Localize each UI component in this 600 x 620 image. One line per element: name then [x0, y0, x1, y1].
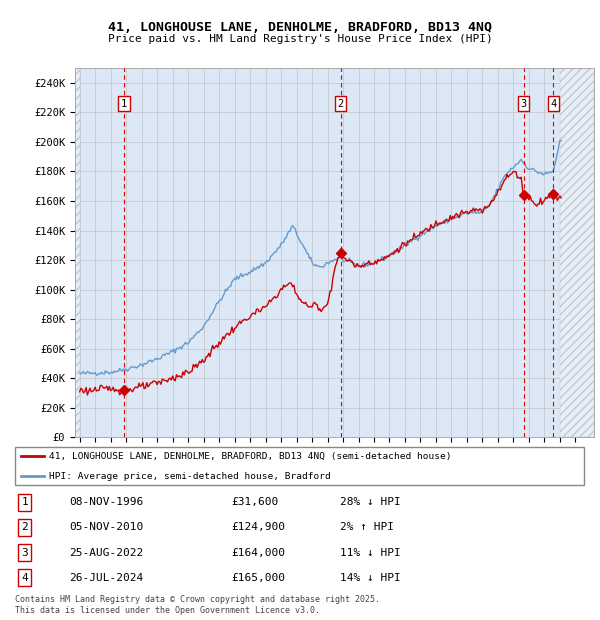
Text: 3: 3 — [520, 99, 527, 108]
Text: 2: 2 — [337, 99, 344, 108]
Text: £124,900: £124,900 — [231, 523, 285, 533]
Text: Contains HM Land Registry data © Crown copyright and database right 2025.
This d: Contains HM Land Registry data © Crown c… — [15, 595, 380, 614]
Text: £165,000: £165,000 — [231, 573, 285, 583]
Text: 14% ↓ HPI: 14% ↓ HPI — [340, 573, 401, 583]
Text: Price paid vs. HM Land Registry's House Price Index (HPI): Price paid vs. HM Land Registry's House … — [107, 34, 493, 44]
Text: 2% ↑ HPI: 2% ↑ HPI — [340, 523, 394, 533]
Text: 28% ↓ HPI: 28% ↓ HPI — [340, 497, 401, 507]
Text: 3: 3 — [21, 547, 28, 557]
Text: 25-AUG-2022: 25-AUG-2022 — [70, 547, 144, 557]
Bar — [560, 68, 594, 437]
Text: 05-NOV-2010: 05-NOV-2010 — [70, 523, 144, 533]
FancyBboxPatch shape — [15, 446, 584, 485]
Text: 41, LONGHOUSE LANE, DENHOLME, BRADFORD, BD13 4NQ: 41, LONGHOUSE LANE, DENHOLME, BRADFORD, … — [108, 22, 492, 34]
Text: 4: 4 — [550, 99, 556, 108]
Text: £31,600: £31,600 — [231, 497, 278, 507]
Text: 2: 2 — [21, 523, 28, 533]
Text: 4: 4 — [21, 573, 28, 583]
Bar — [75, 68, 80, 437]
Text: 11% ↓ HPI: 11% ↓ HPI — [340, 547, 401, 557]
Text: 41, LONGHOUSE LANE, DENHOLME, BRADFORD, BD13 4NQ (semi-detached house): 41, LONGHOUSE LANE, DENHOLME, BRADFORD, … — [49, 452, 452, 461]
Text: 26-JUL-2024: 26-JUL-2024 — [70, 573, 144, 583]
Text: HPI: Average price, semi-detached house, Bradford: HPI: Average price, semi-detached house,… — [49, 472, 331, 480]
Text: 1: 1 — [21, 497, 28, 507]
Text: 1: 1 — [121, 99, 127, 108]
Text: £164,000: £164,000 — [231, 547, 285, 557]
Text: 08-NOV-1996: 08-NOV-1996 — [70, 497, 144, 507]
